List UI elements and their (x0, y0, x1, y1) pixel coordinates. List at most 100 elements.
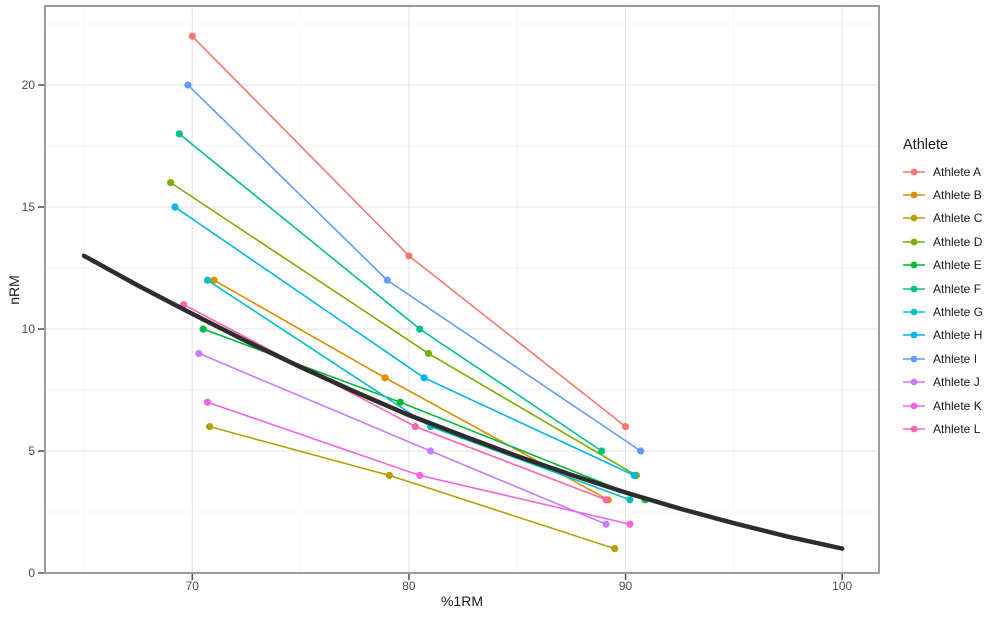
series-line (209, 425, 615, 550)
grid-major (45, 6, 879, 574)
data-point (195, 349, 203, 358)
legend-item: Athlete E (903, 254, 983, 277)
data-point (626, 496, 634, 504)
legend-item-label: Athlete D (933, 234, 983, 249)
legend-key-icon (903, 378, 925, 386)
legend-item: Athlete D (903, 230, 983, 253)
legend-key-icon (903, 332, 925, 339)
data-point (424, 349, 433, 358)
series-line (178, 133, 603, 452)
x-tick-label: 70 (186, 579, 200, 593)
series-athlete-h (171, 203, 638, 480)
series-athlete-l (180, 301, 610, 504)
data-point (383, 276, 391, 284)
data-point (416, 325, 424, 333)
legend-item: Athlete H (903, 324, 983, 347)
data-point (184, 81, 192, 89)
legend-item: Athlete B (903, 183, 983, 206)
data-point (426, 447, 435, 455)
series-athlete-k (203, 398, 634, 528)
data-point (611, 545, 619, 553)
data-point (598, 447, 606, 455)
data-point (420, 374, 428, 382)
data-point (385, 471, 394, 480)
legend-item-label: Athlete K (933, 398, 982, 413)
series-athlete-i (184, 81, 645, 455)
legend-item: Athlete F (903, 277, 983, 300)
data-point (637, 447, 645, 455)
x-axis-title: %1RM (440, 593, 483, 609)
series-athlete-c (206, 423, 619, 553)
series-athlete-a (188, 32, 630, 431)
legend-item: Athlete J (903, 371, 983, 394)
data-point (210, 276, 218, 284)
series-athlete-j (195, 349, 610, 528)
data-point (416, 471, 424, 480)
panel-border (44, 5, 880, 574)
data-point (411, 423, 420, 431)
legend-item: Athlete G (903, 300, 983, 323)
legend-item: Athlete A (903, 160, 983, 183)
data-point (626, 520, 634, 528)
y-tick-label: 15 (22, 200, 36, 214)
legend-item-label: Athlete J (933, 375, 980, 390)
legend-item: Athlete K (903, 394, 983, 417)
legend-item-label: Athlete H (933, 328, 983, 343)
data-point (621, 423, 630, 431)
prediction-curve (81, 253, 845, 551)
data-point (630, 471, 638, 480)
data-point (175, 130, 183, 138)
y-tick-label: 20 (22, 78, 36, 92)
legend: Athlete Athlete A Athlete B Athlete C Athle… (903, 137, 983, 441)
series-athlete-f (175, 130, 606, 455)
legend-item: Athlete I (903, 347, 983, 370)
data-point (602, 520, 610, 528)
data-point (203, 276, 212, 284)
legend-item-label: Athlete I (933, 351, 978, 366)
data-point (203, 398, 212, 406)
data-point (188, 32, 196, 40)
legend-key-icon (903, 168, 925, 176)
legend-item-label: Athlete L (933, 421, 981, 436)
data-point (171, 203, 179, 211)
x-tick-label: 80 (402, 579, 416, 593)
legend-title: Athlete (903, 137, 949, 153)
legend-key-icon (903, 238, 925, 246)
legend-item-label: Athlete F (933, 281, 982, 296)
legend-item: Athlete L (903, 417, 983, 440)
grid-minor (45, 6, 879, 573)
legend-key-icon (903, 425, 925, 433)
legend-key-icon (903, 261, 925, 269)
data-point (396, 398, 404, 406)
y-axis-ticks: 0 5 10 15 20 (22, 78, 44, 580)
data-point (405, 252, 413, 260)
legend-item: Athlete C (903, 207, 983, 230)
legend-key-icon (903, 285, 925, 293)
legend-key-icon (903, 402, 925, 409)
legend-items: Athlete A Athlete B Athlete C Athlete D Athl… (903, 160, 983, 441)
y-axis-title: nRM (6, 275, 22, 305)
legend-key-icon (903, 308, 925, 316)
legend-item-label: Athlete E (933, 258, 982, 273)
data-point (199, 325, 207, 333)
y-tick-label: 0 (28, 566, 35, 580)
x-tick-label: 100 (832, 579, 852, 593)
x-tick-label: 90 (619, 579, 633, 593)
data-point (381, 374, 389, 382)
data-point (206, 423, 214, 431)
series-line (198, 352, 607, 525)
y-tick-label: 10 (22, 322, 36, 336)
data-point (167, 179, 175, 187)
data-point (602, 496, 610, 504)
legend-key-icon (903, 215, 925, 222)
legend-item-label: Athlete B (933, 188, 982, 203)
legend-key-icon (903, 355, 925, 363)
legend-item-label: Athlete G (933, 305, 984, 320)
y-tick-label: 5 (28, 444, 35, 458)
legend-item-label: Athlete A (933, 164, 982, 179)
x-axis-ticks: 70 80 90 100 (186, 574, 853, 593)
legend-key-icon (903, 191, 925, 199)
legend-item-label: Athlete C (933, 211, 983, 226)
